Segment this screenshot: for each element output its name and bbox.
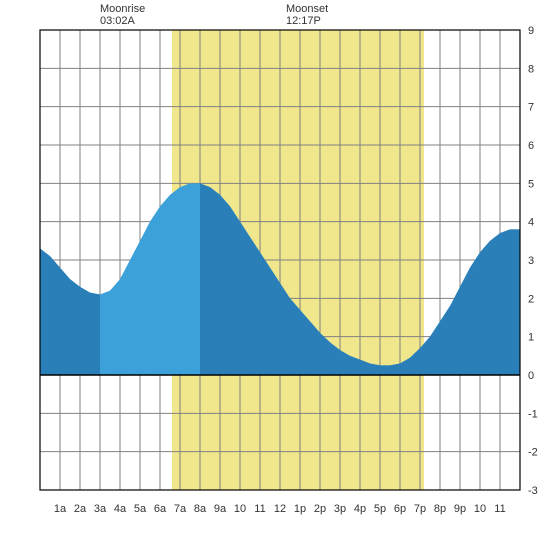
y-tick-label: -1: [528, 408, 538, 420]
x-tick-label: 10: [234, 503, 246, 515]
y-tick-label: 6: [528, 140, 534, 152]
x-tick-label: 1a: [54, 503, 67, 515]
x-tick-label: 12: [274, 503, 286, 515]
tide-chart: -3-2-101234567891a2a3a4a5a6a7a8a9a101112…: [0, 0, 550, 550]
y-tick-label: 0: [528, 370, 534, 382]
x-tick-label: 11: [254, 503, 265, 515]
x-tick-label: 2a: [74, 503, 87, 515]
moonset-time: 12:17P: [286, 15, 321, 27]
x-tick-label: 2p: [314, 503, 326, 515]
y-tick-label: 9: [528, 25, 534, 37]
x-tick-label: 8a: [194, 503, 207, 515]
x-tick-label: 8p: [434, 503, 446, 515]
x-tick-label: 7a: [174, 503, 187, 515]
y-tick-label: -3: [528, 485, 538, 497]
moonrise-time: 03:02A: [100, 15, 136, 27]
x-tick-label: 3a: [94, 503, 107, 515]
y-tick-label: 5: [528, 178, 534, 190]
x-tick-label: 4a: [114, 503, 127, 515]
x-tick-label: 4p: [354, 503, 366, 515]
y-tick-label: 4: [528, 217, 534, 229]
x-tick-label: 9p: [454, 503, 466, 515]
x-tick-label: 10: [474, 503, 486, 515]
moonrise-title: Moonrise: [100, 3, 145, 15]
y-tick-label: 1: [528, 332, 534, 344]
y-tick-label: 7: [528, 102, 534, 114]
x-tick-label: 5p: [374, 503, 386, 515]
x-tick-label: 6a: [154, 503, 167, 515]
y-tick-label: 8: [528, 63, 534, 75]
x-tick-label: 11: [494, 503, 505, 515]
moonset-title: Moonset: [286, 3, 328, 15]
y-tick-label: -2: [528, 447, 538, 459]
y-tick-label: 2: [528, 293, 534, 305]
x-tick-label: 6p: [394, 503, 406, 515]
x-tick-label: 1p: [294, 503, 306, 515]
x-tick-label: 3p: [334, 503, 346, 515]
x-tick-label: 7p: [414, 503, 426, 515]
x-tick-label: 5a: [134, 503, 147, 515]
x-tick-label: 9a: [214, 503, 227, 515]
tide-chart-container: -3-2-101234567891a2a3a4a5a6a7a8a9a101112…: [0, 0, 550, 550]
y-tick-label: 3: [528, 255, 534, 267]
